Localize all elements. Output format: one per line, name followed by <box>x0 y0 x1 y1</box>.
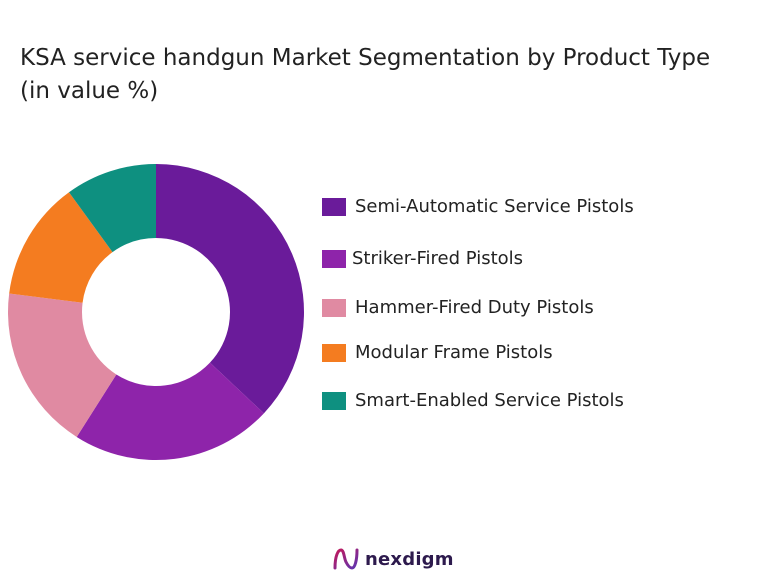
legend-label: Semi-Automatic Service Pistols <box>355 196 634 217</box>
donut-slice-4 <box>9 192 113 303</box>
legend-label: Modular Frame Pistols <box>355 342 553 363</box>
legend-item: Striker-Fired Pistols <box>322 248 523 269</box>
legend-label: Smart-Enabled Service Pistols <box>355 390 624 411</box>
legend-item: Hammer-Fired Duty Pistols <box>322 297 594 318</box>
nexdigm-logo-icon <box>333 548 359 570</box>
legend-swatch <box>322 391 346 410</box>
legend-label: Striker-Fired Pistols <box>352 248 524 269</box>
donut-chart <box>7 164 305 460</box>
legend-swatch <box>322 298 346 317</box>
brand-name: nexdigm <box>365 548 454 570</box>
brand-logo: nexdigm <box>332 546 454 572</box>
donut-slice-1 <box>156 164 305 414</box>
legend-label: Hammer-Fired Duty Pistols <box>355 297 594 318</box>
legend-item: Semi-Automatic Service Pistols <box>322 196 634 217</box>
donut-slice-2 <box>76 362 264 460</box>
legend-item: Smart-Enabled Service Pistols <box>322 390 624 411</box>
donut-slice-3 <box>7 293 117 437</box>
legend-swatch <box>322 249 346 268</box>
legend-swatch <box>322 343 346 362</box>
donut-slice-5 <box>69 164 156 253</box>
chart-title: KSA service handgun Market Segmentation … <box>20 45 711 104</box>
legend-item: Modular Frame Pistols <box>322 342 553 363</box>
legend-swatch <box>322 197 346 216</box>
